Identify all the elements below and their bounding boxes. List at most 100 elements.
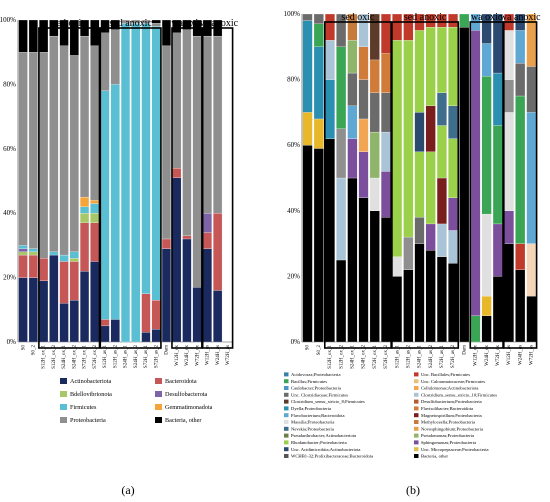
legend-swatch bbox=[284, 386, 289, 390]
legend-swatch bbox=[414, 379, 419, 383]
bar-segment bbox=[90, 204, 99, 214]
bar-segment bbox=[527, 296, 537, 342]
bar-segment bbox=[90, 20, 99, 46]
bar-segment bbox=[381, 14, 391, 53]
group-label: sed oxic bbox=[53, 18, 87, 29]
bar-segment bbox=[29, 278, 38, 342]
bar-segment bbox=[325, 80, 335, 139]
bar-segment bbox=[80, 213, 89, 223]
bar-segment bbox=[448, 263, 458, 342]
bar-segment bbox=[162, 239, 171, 249]
panel-b-chart: 0%20%40%60%80%100%S0 S0_2 S12H_ox_1 S12H_ox… bbox=[284, 10, 542, 460]
y-tick-label: 80% bbox=[287, 76, 300, 84]
bar-segment bbox=[303, 112, 313, 145]
bar-segment bbox=[90, 46, 99, 201]
bar-segment bbox=[415, 30, 425, 112]
bar-segment bbox=[493, 73, 503, 125]
bar-segment bbox=[121, 23, 130, 342]
bar-segment bbox=[359, 152, 369, 198]
legend-entry: Novosphingobium;Proteobacteria bbox=[421, 426, 483, 431]
bar-segment bbox=[482, 316, 492, 342]
y-tick-label: 80% bbox=[3, 80, 16, 88]
legend-entry: Bacillus;Firmicutes bbox=[291, 379, 327, 384]
bar-segment bbox=[29, 249, 38, 252]
bar-segment bbox=[29, 255, 38, 278]
legend-entry: Sphingomonas;Proteobacteria bbox=[421, 440, 476, 445]
legend-entry: Firmicutes bbox=[70, 404, 97, 411]
bar-segment bbox=[504, 211, 514, 244]
legend-swatch bbox=[284, 400, 289, 404]
bar-segment bbox=[448, 230, 458, 263]
bar-segment bbox=[49, 252, 58, 255]
bar-segment bbox=[336, 178, 346, 260]
legend-swatch bbox=[284, 379, 289, 383]
bar-segment bbox=[172, 178, 181, 342]
legend-swatch bbox=[414, 372, 419, 376]
x-tick-label: S0_2 bbox=[317, 345, 322, 356]
legend-entry: Flavisolibacter;Bacteroidota bbox=[421, 406, 473, 411]
bar-segment bbox=[448, 139, 458, 198]
y-tick-label: 0% bbox=[7, 338, 17, 346]
bar-segment bbox=[19, 20, 28, 52]
y-tick-label: 100% bbox=[0, 16, 16, 24]
bar-segment bbox=[80, 207, 89, 213]
bar-segment bbox=[493, 276, 503, 342]
bar-segment bbox=[314, 148, 324, 342]
bar-segment bbox=[80, 271, 89, 342]
bar-segment bbox=[493, 126, 503, 224]
bar-segment bbox=[90, 262, 99, 343]
bar-segment bbox=[203, 213, 212, 232]
group-label: sed anoxic bbox=[404, 12, 447, 23]
bar-segment bbox=[381, 132, 391, 171]
bar-segment bbox=[49, 36, 58, 252]
panel-a-label: (a) bbox=[121, 483, 134, 497]
bar-segment bbox=[172, 168, 181, 178]
bar-segment bbox=[131, 23, 140, 342]
bar-segment bbox=[515, 63, 525, 96]
bar-segment bbox=[70, 55, 79, 251]
legend-entry: Cellulomonas;Actinobacteriota bbox=[421, 386, 478, 391]
bar-segment bbox=[471, 30, 481, 315]
bar-segment bbox=[152, 26, 161, 300]
legend-swatch bbox=[155, 404, 162, 410]
x-tick-label: S0 bbox=[306, 345, 311, 351]
x-tick-label: S0 bbox=[21, 345, 26, 351]
bar-segment bbox=[403, 40, 413, 237]
group-label: sed oxic bbox=[341, 12, 375, 23]
bar-segment bbox=[203, 36, 212, 213]
bar-segment bbox=[101, 326, 110, 342]
bar-segment bbox=[142, 23, 151, 293]
bar-segment bbox=[39, 258, 48, 281]
legend-swatch bbox=[414, 447, 419, 451]
legend-entry: Actinobacteriota bbox=[70, 378, 111, 385]
bar-segment bbox=[152, 300, 161, 329]
legend-swatch bbox=[284, 434, 289, 438]
bar-segment bbox=[426, 224, 436, 250]
bar-segment bbox=[39, 281, 48, 342]
bar-segment bbox=[426, 152, 436, 224]
bar-segment bbox=[482, 76, 492, 214]
legend-swatch bbox=[284, 427, 289, 431]
bar-segment bbox=[19, 52, 28, 245]
bar-segment bbox=[437, 93, 447, 126]
bar-segment bbox=[60, 303, 69, 342]
bar-segment bbox=[193, 287, 202, 342]
bar-segment bbox=[459, 14, 469, 27]
bar-segment bbox=[336, 47, 346, 129]
bar-segment bbox=[437, 224, 447, 257]
panel-a-chart: 0%20%40%60%80%100%S0 S0_2 S12H_ox_1 S12H_ox… bbox=[0, 16, 239, 424]
legend-entry: Clostridium_sensu_stricto_8;Firmicutes bbox=[291, 399, 365, 404]
legend-swatch bbox=[414, 454, 419, 458]
legend-swatch bbox=[414, 393, 419, 397]
bar-segment bbox=[381, 171, 391, 217]
bar-segment bbox=[90, 213, 99, 223]
bar-segment bbox=[80, 223, 89, 271]
bar-segment bbox=[101, 20, 110, 33]
group-label: wa anoxic bbox=[500, 12, 541, 23]
bar-segment bbox=[504, 30, 514, 79]
bar-segment bbox=[152, 20, 161, 23]
panel-a-legend: Actinobacteriota BacteroidotaBdellovibrio… bbox=[60, 378, 213, 424]
bar-segment bbox=[415, 152, 425, 218]
bar-segment bbox=[162, 46, 171, 239]
